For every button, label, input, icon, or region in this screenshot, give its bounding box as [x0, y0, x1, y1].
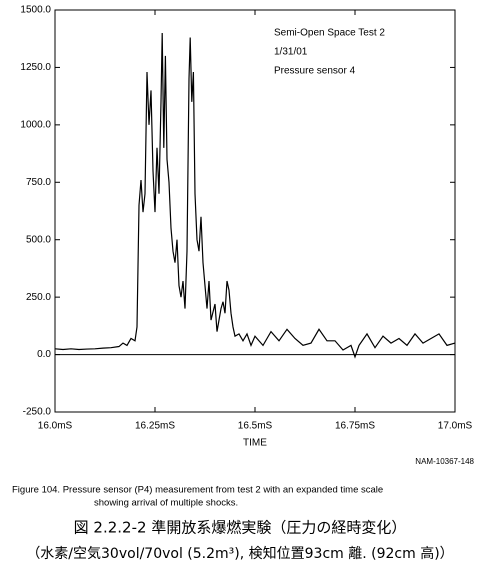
annotation: Pressure sensor 4	[274, 66, 356, 77]
y-tick-label: 500.0	[26, 234, 51, 245]
caption: showing arrival of multiple shocks.	[94, 498, 238, 509]
annotation: Semi-Open Space Test 2	[274, 28, 385, 39]
x-tick-label: 16.0mS	[38, 421, 73, 432]
y-tick-label: 750.0	[26, 177, 51, 188]
y-tick-label: 1000.0	[20, 119, 51, 130]
x-axis-label: TIME	[243, 438, 267, 449]
y-tick-label: 0.0	[37, 349, 51, 360]
figure-title: 図 2.2.2-2 準開放系爆燃実験（圧力の経時変化）	[74, 519, 407, 537]
y-tick-label: 1250.0	[20, 62, 51, 73]
annotation: 1/31/01	[274, 47, 308, 58]
caption: Figure 104. Pressure sensor (P4) measure…	[12, 485, 383, 496]
y-tick-label: -250.0	[23, 407, 52, 418]
x-tick-label: 16.25mS	[135, 421, 175, 432]
x-tick-label: 17.0mS	[438, 421, 473, 432]
data-line	[54, 32, 456, 359]
y-tick-label: 1500.0	[20, 5, 51, 16]
plot-frame	[54, 9, 456, 413]
figure-subtitle: （水素/空気30vol/70vol (5.2m³), 検知位置93cm 離. (…	[26, 545, 453, 562]
x-tick-label: 16.5mS	[238, 421, 273, 432]
x-tick-label: 16.75mS	[335, 421, 375, 432]
y-tick-label: 250.0	[26, 292, 51, 303]
id-label: NAM-10367-148	[415, 457, 474, 466]
